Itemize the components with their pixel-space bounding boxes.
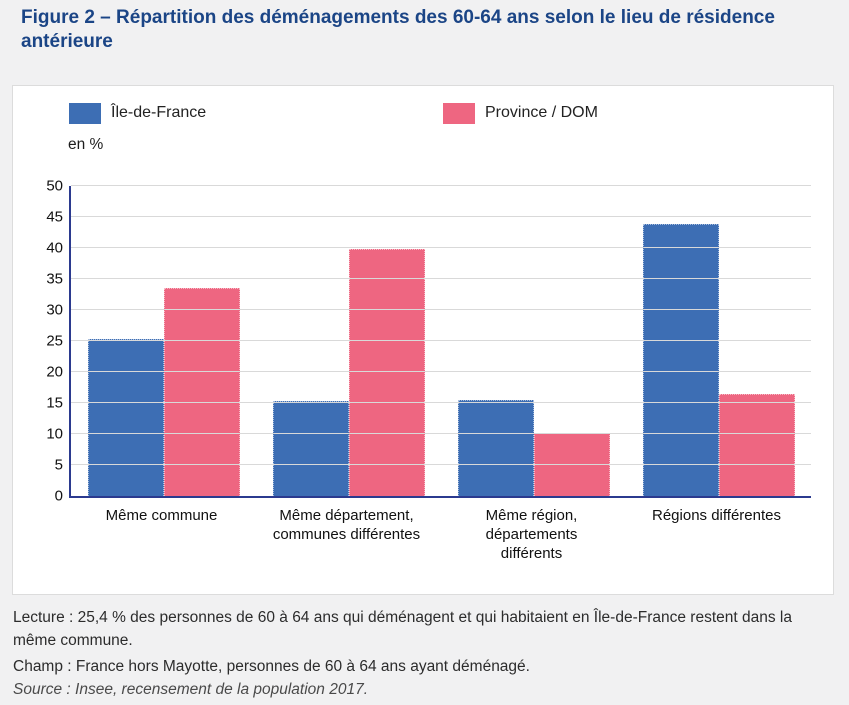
gridline bbox=[71, 185, 811, 186]
source-note: Source : Insee, recensement de la popula… bbox=[13, 681, 369, 698]
y-tick-label: 35 bbox=[46, 270, 63, 288]
bar-group bbox=[441, 186, 626, 496]
legend-swatch-pink-icon bbox=[443, 102, 475, 124]
y-tick-label: 40 bbox=[46, 239, 63, 257]
legend-label: Province / DOM bbox=[485, 104, 598, 121]
y-tick-label: 30 bbox=[46, 301, 63, 319]
legend-item-ile-de-france[interactable]: Île-de-France bbox=[69, 102, 206, 124]
x-category-label: Même département, communes différentes bbox=[272, 507, 421, 543]
gridline bbox=[71, 247, 811, 248]
plot-area bbox=[69, 185, 811, 498]
chart-panel: Île-de-France Province / DOM en % 0 5 10 15… bbox=[12, 85, 834, 595]
y-tick-label: 15 bbox=[46, 394, 63, 412]
bar--le-de-france[interactable] bbox=[457, 399, 534, 496]
gridline bbox=[71, 216, 811, 217]
gridline bbox=[71, 464, 811, 465]
legend-swatch-blue-icon bbox=[69, 102, 101, 124]
bar-province-dom[interactable] bbox=[163, 287, 240, 496]
bar--le-de-france[interactable] bbox=[642, 224, 719, 496]
bar-group bbox=[626, 186, 811, 496]
lecture-note: Lecture : 25,4 % des personnes de 60 à 6… bbox=[13, 609, 792, 649]
y-axis-unit-label: en % bbox=[68, 136, 104, 153]
champ-note: Champ : France hors Mayotte, personnes d… bbox=[13, 658, 530, 675]
gridline bbox=[71, 278, 811, 279]
y-tick-label: 25 bbox=[46, 332, 63, 350]
bar-province-dom[interactable] bbox=[348, 249, 425, 496]
figure-title: Figure 2 – Répartition des déménagements… bbox=[21, 7, 775, 52]
y-tick-label: 45 bbox=[46, 208, 63, 226]
gridline bbox=[71, 340, 811, 341]
y-tick-label: 5 bbox=[54, 456, 63, 474]
legend-item-province-dom[interactable]: Province / DOM bbox=[443, 102, 598, 124]
legend-label: Île-de-France bbox=[111, 104, 207, 121]
gridline bbox=[71, 402, 811, 403]
gridline bbox=[71, 371, 811, 372]
bar-province-dom[interactable] bbox=[718, 394, 795, 496]
y-tick-label: 50 bbox=[46, 177, 63, 195]
bar--le-de-france[interactable] bbox=[272, 401, 349, 496]
x-category-label: Même région, départements différents bbox=[485, 507, 578, 562]
y-tick-label: 0 bbox=[54, 487, 63, 505]
bar--le-de-france[interactable] bbox=[87, 338, 164, 496]
bar-groups bbox=[71, 186, 811, 496]
bar-group bbox=[71, 186, 256, 496]
x-axis-labels: Même commune Même département, communes d… bbox=[69, 506, 809, 563]
gridline bbox=[71, 309, 811, 310]
bar-group bbox=[256, 186, 441, 496]
x-category-label: Même commune bbox=[105, 507, 218, 524]
y-axis: 0 5 10 15 20 25 30 35 40 45 50 bbox=[19, 179, 63, 504]
gridline bbox=[71, 433, 811, 434]
x-category-label: Régions différentes bbox=[652, 507, 781, 524]
y-tick-label: 10 bbox=[46, 425, 63, 443]
y-tick-label: 20 bbox=[46, 363, 63, 381]
